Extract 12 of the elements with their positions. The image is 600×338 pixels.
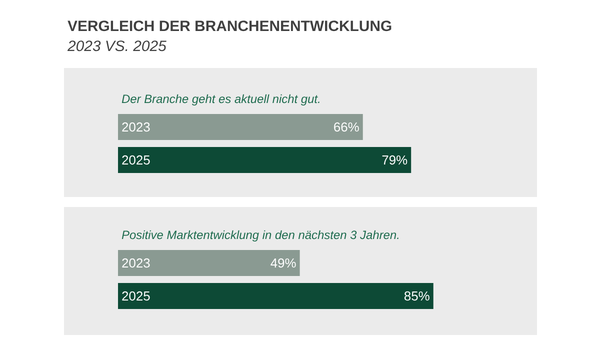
y-tick-label: 2025 bbox=[122, 291, 150, 301]
data-label: 85% bbox=[404, 291, 430, 301]
data-label: 66% bbox=[334, 122, 359, 132]
data-label: 79% bbox=[382, 155, 408, 165]
text: VERGLEICH DER BRANCHENENTWICKLUNG bbox=[68, 20, 392, 32]
y-tick-label: 2023 bbox=[122, 258, 150, 268]
y-tick-label: 2023 bbox=[122, 122, 150, 132]
y-tick-label: 2025 bbox=[122, 155, 150, 165]
chart-title: Positive Marktentwicklung in den nächsten 3 Jahren. bbox=[122, 230, 398, 242]
text: 2023 VS. 2025 bbox=[67, 40, 166, 52]
data-label: 49% bbox=[270, 258, 296, 268]
chart-title: Der Branche geht es aktuell nicht gut. bbox=[122, 94, 320, 106]
